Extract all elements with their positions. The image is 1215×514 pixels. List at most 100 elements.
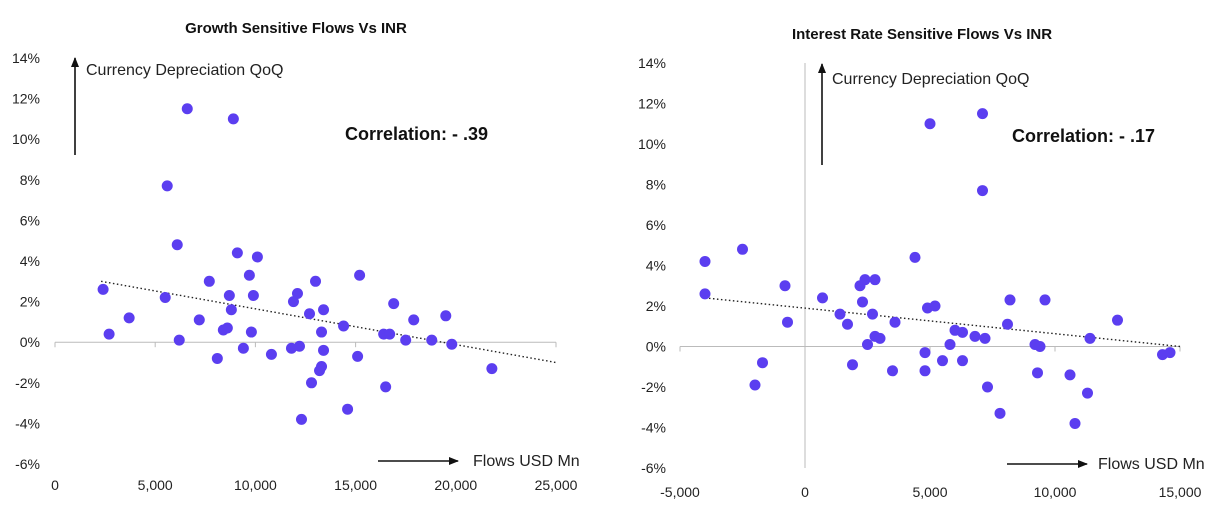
- data-point: [887, 365, 898, 377]
- y-tick-label: 6%: [20, 212, 40, 228]
- data-point: [247, 290, 259, 302]
- data-point: [304, 308, 316, 320]
- data-point: [231, 247, 243, 259]
- data-point: [699, 255, 711, 267]
- interest-rate-chart: Interest Rate Sensitive Flows Vs INR Cur…: [638, 26, 1205, 500]
- data-point: [857, 296, 868, 308]
- x-tick-label: 20,000: [434, 477, 477, 493]
- x-tick-label: 5,000: [138, 477, 173, 493]
- chart-points: [699, 108, 1176, 429]
- data-point: [318, 344, 330, 356]
- data-point: [251, 251, 263, 263]
- data-point: [316, 361, 328, 373]
- chart-axes: 14% 12% 10% 8% 6% 4% 2% 0% -2% -4% -6% -5,000 0 5,000…: [638, 55, 1202, 500]
- data-point: [924, 118, 936, 130]
- y-tick-label: 12%: [638, 96, 666, 112]
- data-point: [171, 239, 183, 251]
- y-tick-label: 14%: [638, 55, 666, 71]
- data-point: [1069, 417, 1081, 429]
- data-point: [862, 338, 873, 350]
- data-point: [318, 304, 330, 316]
- data-point: [227, 113, 239, 125]
- y-tick-label: 0%: [20, 334, 40, 350]
- data-point: [193, 314, 205, 326]
- y-tick-label: -2%: [641, 379, 666, 395]
- data-point: [1039, 294, 1051, 306]
- data-point: [291, 287, 303, 299]
- x-axis-label: Flows USD Mn: [473, 453, 580, 470]
- chart-points: [97, 103, 498, 425]
- y-tick-label: 12%: [12, 91, 40, 107]
- data-point: [446, 338, 458, 350]
- data-point: [889, 316, 901, 328]
- data-point: [869, 274, 881, 286]
- data-point: [173, 334, 185, 346]
- x-tick-label: 5,000: [912, 484, 947, 500]
- data-point: [225, 304, 237, 316]
- x-tick-label: 25,000: [535, 477, 578, 493]
- data-point: [817, 292, 828, 304]
- y-tick-label: 0%: [646, 339, 666, 355]
- data-point: [316, 326, 328, 338]
- data-point: [408, 314, 420, 326]
- correlation-label: Correlation: - .17: [1012, 126, 1155, 146]
- correlation-label: Correlation: - .39: [345, 124, 488, 144]
- data-point: [867, 308, 878, 320]
- x-tick-label: 10,000: [234, 477, 277, 493]
- data-point: [295, 413, 307, 425]
- data-point: [237, 342, 249, 354]
- data-point: [1082, 387, 1093, 399]
- data-point: [211, 352, 223, 364]
- data-point: [699, 288, 711, 300]
- data-point: [203, 275, 215, 287]
- y-tick-label: -4%: [15, 415, 40, 431]
- data-point: [919, 365, 931, 377]
- data-point: [779, 280, 791, 292]
- data-point: [181, 103, 193, 115]
- y-tick-label: 2%: [646, 298, 666, 314]
- y-tick-label: -6%: [15, 456, 40, 472]
- data-point: [440, 310, 452, 322]
- data-point: [338, 320, 350, 332]
- data-point: [306, 377, 318, 389]
- x-tick-label: 0: [51, 477, 59, 493]
- data-point: [834, 308, 846, 320]
- data-point: [1002, 318, 1013, 330]
- chart-title: Growth Sensitive Flows Vs INR: [185, 20, 407, 37]
- chart-title: Interest Rate Sensitive Flows Vs INR: [792, 26, 1052, 43]
- data-point: [782, 316, 793, 328]
- y-tick-label: 8%: [646, 177, 666, 193]
- data-point: [969, 330, 981, 342]
- data-point: [847, 359, 858, 371]
- y-tick-label: 10%: [12, 131, 40, 147]
- data-point: [1004, 294, 1016, 306]
- x-tick-label: 15,000: [334, 477, 377, 493]
- data-point: [223, 290, 235, 302]
- data-point: [265, 348, 277, 360]
- data-point: [384, 328, 396, 340]
- x-tick-label: 15,000: [1159, 484, 1202, 500]
- data-point: [937, 355, 948, 367]
- data-point: [287, 296, 299, 308]
- data-point: [859, 274, 871, 286]
- data-point: [1064, 369, 1076, 381]
- x-tick-label: 0: [801, 484, 809, 500]
- data-point: [400, 334, 412, 346]
- trendline: [704, 297, 1181, 348]
- data-point: [293, 340, 305, 352]
- data-point: [994, 407, 1006, 419]
- data-point: [929, 300, 941, 312]
- data-point: [874, 332, 886, 344]
- y-tick-label: 4%: [20, 253, 40, 269]
- data-point: [957, 355, 968, 367]
- data-point: [919, 347, 931, 359]
- data-point: [842, 318, 853, 330]
- y-tick-label: -4%: [641, 420, 666, 436]
- data-point: [977, 108, 988, 120]
- y-tick-label: 2%: [20, 294, 40, 310]
- data-point: [957, 326, 968, 338]
- data-point: [388, 298, 400, 310]
- data-point: [1032, 367, 1043, 379]
- data-point: [944, 338, 956, 350]
